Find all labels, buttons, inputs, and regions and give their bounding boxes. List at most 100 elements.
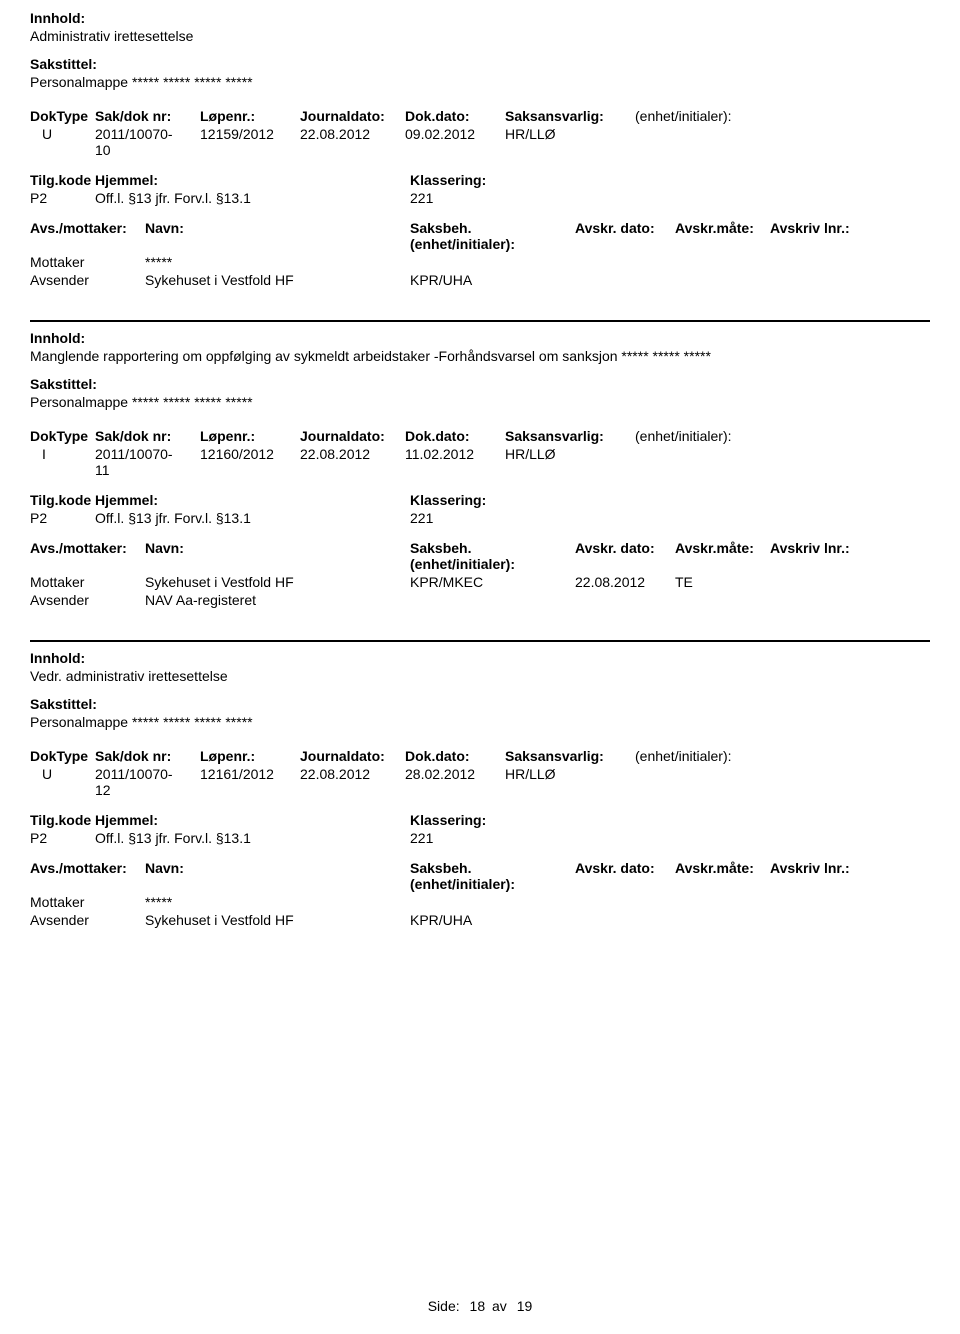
- header-dokdato: Dok.dato:: [405, 428, 505, 444]
- meta-header-row: DokType Sak/dok nr: Løpenr.: Journaldato…: [30, 428, 930, 444]
- header-saksansvarlig: Saksansvarlig:: [505, 108, 635, 124]
- value-hjemmel: Off.l. §13 jfr. Forv.l. §13.1: [95, 510, 410, 526]
- sakstittel-label: Sakstittel:: [30, 376, 930, 392]
- value-sakdok: 2011/10070-: [95, 766, 200, 782]
- innhold-label: Innhold:: [30, 10, 930, 26]
- journal-record: Innhold: Vedr. administrativ irettesette…: [30, 640, 930, 960]
- tilg-data-row: P2 Off.l. §13 jfr. Forv.l. §13.1 221: [30, 190, 930, 206]
- party-role: Avsender: [30, 272, 145, 288]
- header-avskrmate: Avskr.måte:: [675, 540, 770, 572]
- header-sakdok: Sak/dok nr:: [95, 428, 200, 444]
- header-journaldato: Journaldato:: [300, 428, 405, 444]
- party-row: Avsender Sykehuset i Vestfold HF KPR/UHA: [30, 272, 930, 288]
- party-row: Mottaker *****: [30, 894, 930, 910]
- tilg-data-row: P2 Off.l. §13 jfr. Forv.l. §13.1 221: [30, 510, 930, 526]
- header-navn: Navn:: [145, 540, 410, 572]
- value-dokdato: 28.02.2012: [405, 766, 505, 782]
- party-saksbeh: [410, 592, 575, 608]
- header-saksbeh: Saksbeh.(enhet/initialer):: [410, 860, 575, 892]
- header-avsmottaker: Avs./mottaker:: [30, 860, 145, 892]
- value-lopenr: 12161/2012: [200, 766, 300, 782]
- party-saksbeh: KPR/UHA: [410, 912, 575, 928]
- header-tilgkode: Tilg.kode: [30, 172, 95, 188]
- tilg-data-row: P2 Off.l. §13 jfr. Forv.l. §13.1 221: [30, 830, 930, 846]
- page-total: 19: [517, 1298, 533, 1314]
- party-role: Mottaker: [30, 574, 145, 590]
- innhold-text: Manglende rapportering om oppfølging av …: [30, 348, 930, 364]
- party-avskrmate: [675, 592, 770, 608]
- tilg-header-row: Tilg.kode Hjemmel: Klassering:: [30, 812, 930, 828]
- party-row: Avsender NAV Aa-registeret: [30, 592, 930, 608]
- party-avskrmate: [675, 254, 770, 270]
- meta-data-row: U 2011/10070- 12161/2012 22.08.2012 28.0…: [30, 766, 930, 782]
- journal-record: Innhold: Administrativ irettesettelse Sa…: [30, 10, 930, 320]
- value-sakdok-line2: 12: [30, 782, 930, 798]
- value-dokdato: 11.02.2012: [405, 446, 505, 462]
- meta-header-row: DokType Sak/dok nr: Løpenr.: Journaldato…: [30, 108, 930, 124]
- header-saksansvarlig: Saksansvarlig:: [505, 748, 635, 764]
- party-avskrmate: [675, 912, 770, 928]
- header-avsmottaker: Avs./mottaker:: [30, 220, 145, 252]
- avs-header-row: Avs./mottaker: Navn: Saksbeh.(enhet/init…: [30, 860, 930, 892]
- party-row: Avsender Sykehuset i Vestfold HF KPR/UHA: [30, 912, 930, 928]
- value-sakdok-line2: 10: [30, 142, 930, 158]
- header-klassering: Klassering:: [410, 812, 530, 828]
- header-avskrdato: Avskr. dato:: [575, 860, 675, 892]
- party-navn: *****: [145, 254, 410, 270]
- header-klassering: Klassering:: [410, 172, 530, 188]
- party-navn: Sykehuset i Vestfold HF: [145, 912, 410, 928]
- party-saksbeh: KPR/MKEC: [410, 574, 575, 590]
- party-navn: Sykehuset i Vestfold HF: [145, 272, 410, 288]
- header-tilgkode: Tilg.kode: [30, 492, 95, 508]
- header-doktype: DokType: [30, 108, 95, 124]
- value-klassering: 221: [410, 510, 530, 526]
- value-tilgkode: P2: [30, 190, 95, 206]
- header-lopenr: Løpenr.:: [200, 108, 300, 124]
- tilg-header-row: Tilg.kode Hjemmel: Klassering:: [30, 492, 930, 508]
- value-sakdok: 2011/10070-: [95, 126, 200, 142]
- value-doktype: U: [30, 766, 95, 782]
- party-navn: Sykehuset i Vestfold HF: [145, 574, 410, 590]
- value-dokdato: 09.02.2012: [405, 126, 505, 142]
- header-saksbeh: Saksbeh.(enhet/initialer):: [410, 540, 575, 572]
- party-saksbeh: [410, 894, 575, 910]
- header-sakdok: Sak/dok nr:: [95, 108, 200, 124]
- party-avskrdato: 22.08.2012: [575, 574, 675, 590]
- avs-header-row: Avs./mottaker: Navn: Saksbeh.(enhet/init…: [30, 220, 930, 252]
- header-enhet: (enhet/initialer):: [635, 748, 785, 764]
- innhold-label: Innhold:: [30, 330, 930, 346]
- sakstittel-text: Personalmappe ***** ***** ***** *****: [30, 394, 930, 410]
- meta-data-row: I 2011/10070- 12160/2012 22.08.2012 11.0…: [30, 446, 930, 462]
- meta-header-row: DokType Sak/dok nr: Løpenr.: Journaldato…: [30, 748, 930, 764]
- side-label: Side:: [428, 1298, 460, 1314]
- party-avskrmate: TE: [675, 574, 770, 590]
- value-tilgkode: P2: [30, 830, 95, 846]
- party-row: Mottaker *****: [30, 254, 930, 270]
- innhold-text: Vedr. administrativ irettesettelse: [30, 668, 930, 684]
- value-tilgkode: P2: [30, 510, 95, 526]
- party-avskrdato: [575, 272, 675, 288]
- header-doktype: DokType: [30, 748, 95, 764]
- header-dokdato: Dok.dato:: [405, 108, 505, 124]
- sakstittel-text: Personalmappe ***** ***** ***** *****: [30, 714, 930, 730]
- header-enhet: (enhet/initialer):: [635, 428, 785, 444]
- header-hjemmel: Hjemmel:: [95, 492, 410, 508]
- party-avskrdato: [575, 592, 675, 608]
- party-role: Mottaker: [30, 254, 145, 270]
- value-sakdok: 2011/10070-: [95, 446, 200, 462]
- party-navn: *****: [145, 894, 410, 910]
- header-avskrivlnr: Avskriv lnr.:: [770, 860, 870, 892]
- header-avskrivlnr: Avskriv lnr.:: [770, 540, 870, 572]
- page-av: av: [492, 1298, 507, 1314]
- party-avskrdato: [575, 912, 675, 928]
- header-klassering: Klassering:: [410, 492, 530, 508]
- innhold-text: Administrativ irettesettelse: [30, 28, 930, 44]
- header-tilgkode: Tilg.kode: [30, 812, 95, 828]
- header-navn: Navn:: [145, 220, 410, 252]
- header-dokdato: Dok.dato:: [405, 748, 505, 764]
- value-lopenr: 12159/2012: [200, 126, 300, 142]
- value-doktype: I: [30, 446, 95, 462]
- header-hjemmel: Hjemmel:: [95, 172, 410, 188]
- header-lopenr: Løpenr.:: [200, 428, 300, 444]
- meta-data-row: U 2011/10070- 12159/2012 22.08.2012 09.0…: [30, 126, 930, 142]
